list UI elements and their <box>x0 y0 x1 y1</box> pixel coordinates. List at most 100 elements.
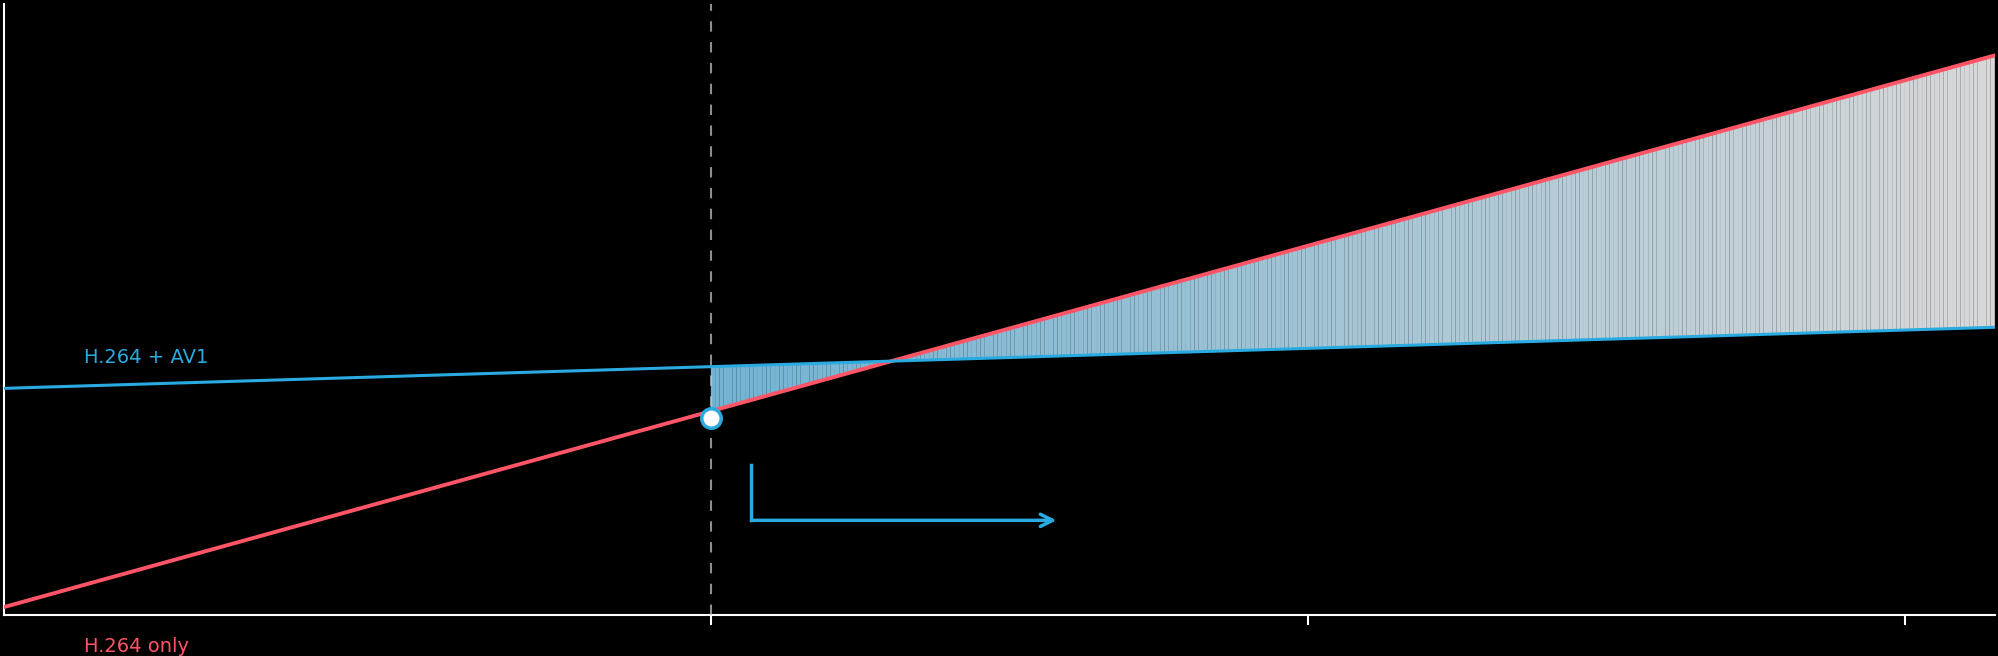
Polygon shape <box>989 333 993 358</box>
Polygon shape <box>1566 173 1570 340</box>
Polygon shape <box>835 363 839 377</box>
Polygon shape <box>1421 213 1425 345</box>
Polygon shape <box>903 357 907 361</box>
Polygon shape <box>979 335 985 358</box>
Polygon shape <box>1339 236 1343 348</box>
Polygon shape <box>1676 142 1682 337</box>
Polygon shape <box>1365 228 1369 346</box>
Polygon shape <box>1946 68 1952 329</box>
Polygon shape <box>1938 70 1942 329</box>
Polygon shape <box>1275 253 1279 350</box>
Polygon shape <box>1712 133 1716 336</box>
Polygon shape <box>1942 68 1946 329</box>
Polygon shape <box>831 363 835 378</box>
Polygon shape <box>1964 62 1968 328</box>
Polygon shape <box>975 337 979 359</box>
Polygon shape <box>1840 97 1844 332</box>
Polygon shape <box>955 342 959 359</box>
Polygon shape <box>1165 284 1169 353</box>
Polygon shape <box>1065 312 1069 356</box>
Polygon shape <box>1413 216 1417 345</box>
Polygon shape <box>1682 141 1686 337</box>
Polygon shape <box>1956 65 1960 329</box>
Polygon shape <box>937 347 941 359</box>
Polygon shape <box>1578 169 1582 340</box>
Polygon shape <box>1612 160 1618 339</box>
Polygon shape <box>1772 116 1776 334</box>
Polygon shape <box>1886 84 1892 331</box>
Polygon shape <box>1622 157 1626 338</box>
Polygon shape <box>1195 276 1199 352</box>
Polygon shape <box>1353 232 1357 347</box>
Polygon shape <box>1417 215 1421 345</box>
Polygon shape <box>1630 155 1634 338</box>
Polygon shape <box>1267 256 1271 350</box>
Polygon shape <box>1716 131 1720 336</box>
Polygon shape <box>1159 285 1165 353</box>
Polygon shape <box>1181 279 1185 352</box>
Polygon shape <box>1656 148 1660 338</box>
Polygon shape <box>1129 294 1135 354</box>
Polygon shape <box>881 361 885 364</box>
Polygon shape <box>1540 180 1544 341</box>
Polygon shape <box>1069 310 1075 356</box>
Polygon shape <box>997 331 1001 358</box>
Polygon shape <box>783 364 787 391</box>
Polygon shape <box>731 366 735 405</box>
Polygon shape <box>1245 262 1249 350</box>
Polygon shape <box>1510 188 1514 342</box>
Polygon shape <box>757 365 761 398</box>
Polygon shape <box>1866 90 1870 331</box>
Polygon shape <box>1113 298 1117 354</box>
Polygon shape <box>1429 211 1433 344</box>
Polygon shape <box>1155 287 1159 353</box>
Polygon shape <box>865 362 869 369</box>
Polygon shape <box>1856 92 1862 331</box>
Polygon shape <box>1664 146 1668 337</box>
Polygon shape <box>907 356 911 361</box>
Polygon shape <box>825 363 831 379</box>
Polygon shape <box>839 363 843 376</box>
Polygon shape <box>1930 72 1934 329</box>
Polygon shape <box>1522 185 1528 342</box>
Polygon shape <box>745 365 749 401</box>
Polygon shape <box>1900 80 1904 330</box>
Polygon shape <box>1690 138 1694 337</box>
Polygon shape <box>1443 207 1447 344</box>
Text: Cost Savings: Cost Savings <box>1059 95 1211 115</box>
Polygon shape <box>1934 71 1938 329</box>
Polygon shape <box>1027 322 1031 357</box>
Polygon shape <box>1706 134 1712 336</box>
Polygon shape <box>1990 55 1994 327</box>
Polygon shape <box>855 362 861 371</box>
Polygon shape <box>749 365 753 401</box>
Polygon shape <box>1061 313 1065 356</box>
Polygon shape <box>1506 190 1510 342</box>
Polygon shape <box>1592 166 1596 340</box>
Polygon shape <box>1425 212 1429 345</box>
Polygon shape <box>1105 301 1109 355</box>
Polygon shape <box>1135 293 1139 354</box>
Polygon shape <box>1125 295 1129 354</box>
Polygon shape <box>1009 327 1015 358</box>
Polygon shape <box>1293 249 1297 349</box>
Polygon shape <box>1784 112 1788 334</box>
Polygon shape <box>1814 104 1818 333</box>
Polygon shape <box>1477 197 1481 343</box>
Polygon shape <box>1463 201 1469 344</box>
Polygon shape <box>775 365 779 394</box>
Polygon shape <box>1057 314 1061 356</box>
Polygon shape <box>1802 108 1806 333</box>
Polygon shape <box>1762 118 1766 335</box>
Polygon shape <box>1558 175 1562 340</box>
Polygon shape <box>1383 224 1387 346</box>
Polygon shape <box>1233 265 1237 351</box>
Polygon shape <box>1502 191 1506 342</box>
Polygon shape <box>1049 316 1053 356</box>
Polygon shape <box>1241 263 1245 350</box>
Polygon shape <box>1672 143 1676 337</box>
Polygon shape <box>1874 87 1878 331</box>
Polygon shape <box>1870 89 1874 331</box>
Polygon shape <box>1574 171 1578 340</box>
Polygon shape <box>1079 308 1083 356</box>
